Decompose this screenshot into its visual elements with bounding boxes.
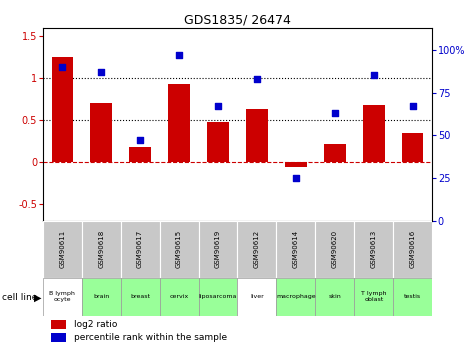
Point — [331, 110, 339, 116]
Text: testis: testis — [404, 294, 421, 299]
Bar — [82, 221, 121, 278]
Bar — [199, 278, 238, 316]
Text: macrophage: macrophage — [276, 294, 316, 299]
Point — [409, 104, 417, 109]
Bar — [50, 333, 66, 342]
Text: breast: breast — [130, 294, 150, 299]
Bar — [129, 147, 151, 162]
Bar — [393, 221, 432, 278]
Bar — [82, 278, 121, 316]
Text: cervix: cervix — [170, 294, 189, 299]
Bar — [354, 221, 393, 278]
Point — [214, 104, 222, 109]
Text: cell line: cell line — [2, 293, 38, 302]
Bar — [238, 278, 276, 316]
Text: GSM90617: GSM90617 — [137, 230, 143, 268]
Text: GSM90618: GSM90618 — [98, 230, 104, 268]
Text: GSM90614: GSM90614 — [293, 230, 299, 268]
Bar — [43, 221, 82, 278]
Bar — [238, 221, 276, 278]
Text: GSM90613: GSM90613 — [371, 230, 377, 268]
Text: GSM90615: GSM90615 — [176, 230, 182, 268]
Bar — [324, 144, 346, 162]
Bar — [315, 221, 354, 278]
Bar — [315, 278, 354, 316]
Bar — [354, 278, 393, 316]
Bar — [168, 84, 190, 162]
Bar — [207, 122, 229, 162]
Text: GSM90611: GSM90611 — [59, 230, 65, 268]
Bar — [160, 278, 199, 316]
Point — [175, 52, 183, 58]
Text: ▶: ▶ — [34, 293, 42, 302]
Text: liposarcoma: liposarcoma — [199, 294, 237, 299]
Bar — [43, 278, 82, 316]
Bar — [199, 221, 238, 278]
Bar — [402, 132, 424, 162]
Bar — [90, 103, 112, 162]
Point — [253, 76, 261, 82]
Point — [370, 73, 378, 78]
Point — [97, 69, 105, 75]
Text: T lymph
oblast: T lymph oblast — [361, 292, 387, 302]
Text: liver: liver — [250, 294, 264, 299]
Bar — [50, 320, 66, 328]
Point — [292, 175, 300, 181]
Bar — [393, 278, 432, 316]
Bar — [160, 221, 199, 278]
Title: GDS1835/ 26474: GDS1835/ 26474 — [184, 13, 291, 27]
Text: skin: skin — [329, 294, 341, 299]
Text: log2 ratio: log2 ratio — [74, 320, 117, 329]
Bar — [121, 221, 160, 278]
Point — [58, 64, 66, 70]
Text: brain: brain — [93, 294, 109, 299]
Text: percentile rank within the sample: percentile rank within the sample — [74, 333, 227, 342]
Bar — [121, 278, 160, 316]
Text: GSM90612: GSM90612 — [254, 230, 260, 268]
Bar — [246, 109, 268, 162]
Text: GSM90616: GSM90616 — [410, 230, 416, 268]
Text: GSM90619: GSM90619 — [215, 230, 221, 268]
Point — [136, 138, 144, 143]
Bar — [276, 278, 315, 316]
Text: GSM90620: GSM90620 — [332, 230, 338, 268]
Bar — [51, 57, 73, 162]
Bar — [285, 162, 307, 167]
Bar — [276, 221, 315, 278]
Bar — [363, 105, 385, 162]
Text: B lymph
ocyte: B lymph ocyte — [49, 292, 75, 302]
